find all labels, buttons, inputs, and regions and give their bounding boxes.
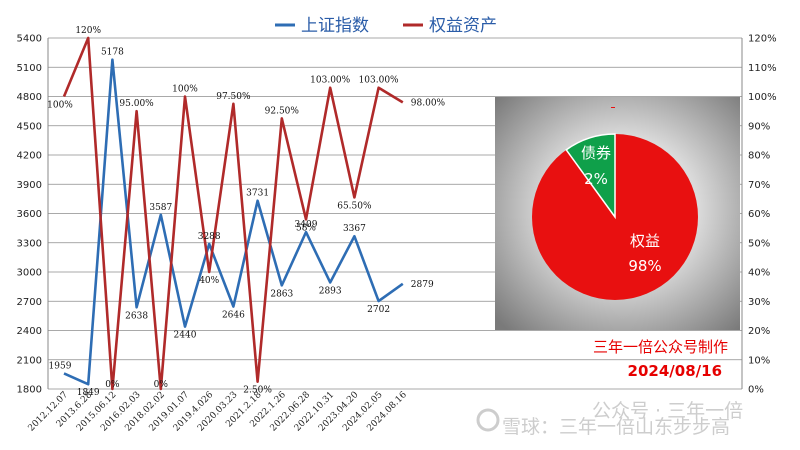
equity-data-label: 100% [47,101,73,111]
right-tick-label: 20% [748,326,770,337]
credit-date: 2024/08/16 [628,362,722,380]
left-tick-label: 4200 [17,151,42,162]
right-tick-label: 90% [748,121,770,132]
shanghai-data-label: 1959 [49,361,72,371]
right-tick-label: 50% [748,238,770,249]
right-tick-label: 60% [748,209,770,220]
left-tick-label: 4500 [17,121,42,132]
shanghai-data-label: 2638 [125,311,148,321]
equity-data-label: 100% [172,85,198,95]
shanghai-data-label: 2702 [367,305,390,315]
equity-data-label: 95.00% [119,99,154,109]
left-tick-label: 3600 [17,209,42,220]
shanghai-data-label: 3731 [246,189,269,199]
left-tick-label: 2400 [17,326,42,337]
data-labels: 1959 1849 5178 2638 3587 2440 3288 2646 3731 2863… [47,26,445,398]
shanghai-data-label: 2440 [174,331,197,341]
left-tick-label: 5100 [17,63,42,74]
equity-data-label: 2.50% [243,386,272,396]
equity-data-label: 65.50% [337,201,372,211]
left-tick-label: 2700 [17,297,42,308]
equity-data-label: 97.50% [216,92,251,102]
pie-label-equity: 权益 [630,232,660,250]
pie-value-bond: 2% [584,170,608,188]
shanghai-data-label: 5178 [101,48,124,58]
right-tick-label: 40% [748,268,770,279]
snowball-logo [476,408,500,432]
equity-asset-line [62,36,404,391]
equity-data-label: 58% [296,223,316,233]
watermark-text: 雪球：三年一倍山东步步高 [502,416,730,438]
shanghai-data-label: 2863 [270,289,293,299]
left-tick-label: 2100 [17,355,42,366]
right-tick-label: 0% [748,385,764,396]
equity-data-label: 120% [75,26,101,36]
shanghai-data-label: 2893 [319,286,342,296]
equity-data-label: 0% [154,380,169,390]
equity-data-label: 92.50% [265,106,300,116]
equity-data-label: 0% [105,380,120,390]
left-tick-label: 3900 [17,180,42,191]
pie-slice-bond [565,133,616,220]
series-lines [62,36,404,391]
right-tick-label: 120% [748,34,777,45]
pie-label-bond: 债券 [581,144,611,162]
shanghai-data-label: 2646 [222,311,245,321]
equity-data-label: 40% [199,276,219,286]
legend-label-equity: 权益资产 [429,16,497,36]
pie-marker [611,107,615,108]
pie-value-equity: 98% [628,257,661,275]
left-tick-label: 4800 [17,92,42,103]
left-tick-label: 5400 [17,34,42,45]
right-tick-label: 110% [748,63,777,74]
right-tick-label: 100% [748,92,777,103]
axes [47,38,743,389]
shanghai-data-label: 1849 [77,388,100,398]
right-tick-label: 80% [748,151,770,162]
shanghai-data-label: 3288 [198,232,221,242]
right-axis-ticks: 0% 10% 20% 30% 40% 50% 60% 70% 80% 90% 100% 110% 120… [748,34,777,396]
left-tick-label: 3000 [17,268,42,279]
watermark: 公众号 · 三年一倍 雪球：三年一倍山东步步高 [476,400,743,438]
credit-author: 三年一倍公众号制作 [593,338,728,356]
legend: 上证指数 权益资产 [275,16,497,36]
shanghai-data-label: 3409 [295,220,318,230]
shanghai-data-label: 2879 [411,280,434,290]
shanghai-data-label: 3587 [149,203,172,213]
left-tick-label: 1800 [17,385,42,396]
left-axis-ticks: 1800 2100 2400 2700 3000 3300 3600 3900 4200 4500… [17,34,42,396]
equity-data-label: 98.00% [411,98,446,108]
equity-data-label: 103.00% [359,76,399,86]
right-tick-label: 10% [748,355,770,366]
equity-data-label: 103.00% [310,76,350,86]
shanghai-index-line [63,58,404,386]
watermark-public-account: 公众号 · 三年一倍 [592,400,743,422]
shanghai-data-label: 3367 [343,224,366,234]
right-tick-label: 70% [748,180,770,191]
pie-chart: 债券 2% 权益 98% [532,133,698,300]
legend-label-shanghai: 上证指数 [301,16,369,36]
left-tick-label: 3300 [17,238,42,249]
right-tick-label: 30% [748,297,770,308]
